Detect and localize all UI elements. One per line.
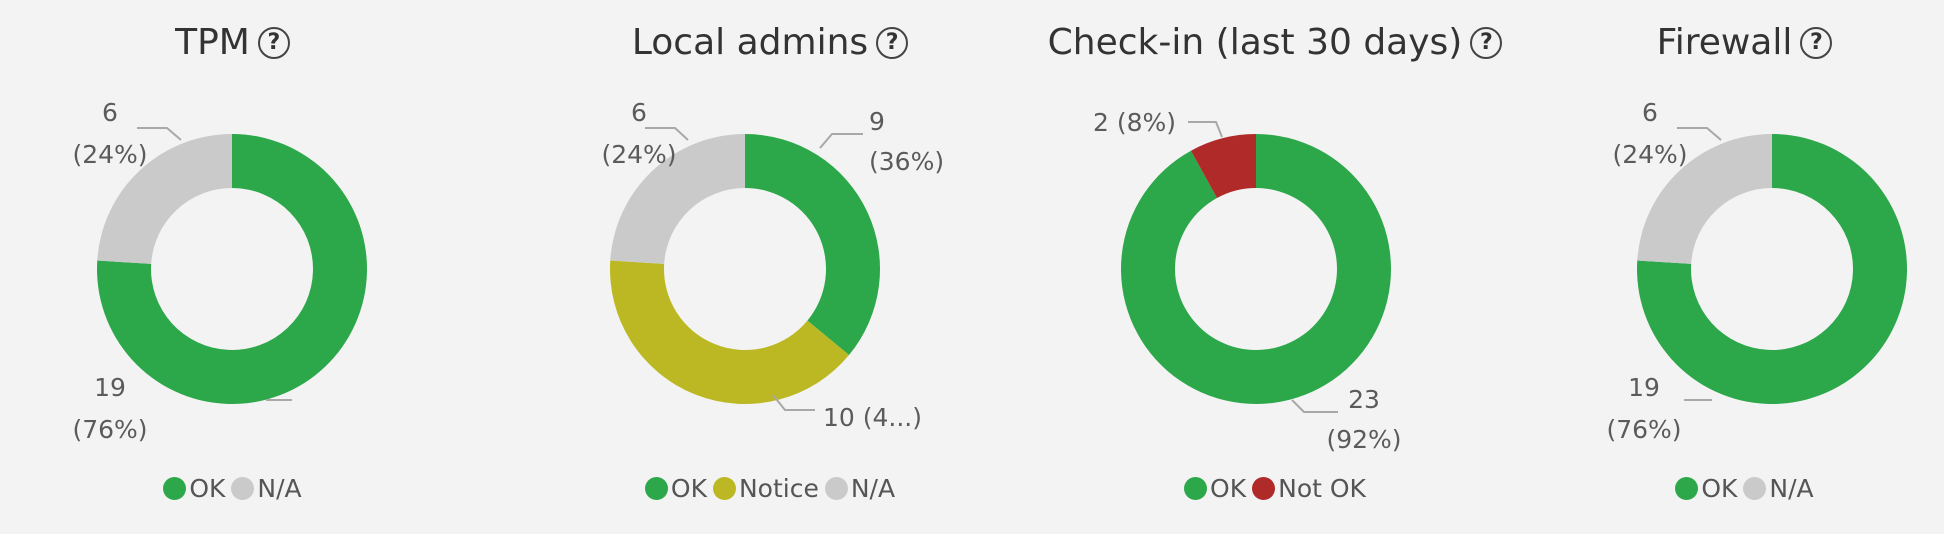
donut-slice-n-a[interactable] [610,134,745,264]
data-label-n-a: 6 (24%) [1612,98,1687,169]
donut-slice-ok[interactable] [745,134,880,356]
label-leader-line [1677,127,1722,141]
donut-slice-notice[interactable] [610,260,850,404]
donut-chart: 9 (36%) 10 (4...) 6 (24%) [601,98,944,432]
donut-slice-ok[interactable] [1637,134,1907,405]
legend-item-not-ok[interactable]: Not OK [1252,474,1366,503]
donut-slice-n-a[interactable] [97,134,232,264]
legend-item-n-a[interactable]: N/A [824,474,896,503]
label-leader-line [137,127,182,141]
question-circle-icon[interactable]: ? [1800,26,1833,59]
legend-label: OK [1701,474,1738,503]
chart-title: Local admins [631,22,869,63]
chart-legend: OK N/A [0,474,465,503]
data-label-ok: 19 (76%) [1606,373,1681,444]
legend-swatch-icon [1184,477,1208,500]
legend-swatch-icon [824,477,848,500]
legend-item-ok[interactable]: OK [163,474,225,503]
donut-chart: 23 (92%) 2 (8%) [1093,108,1402,454]
legend-item-notice[interactable]: Notice [712,474,819,503]
donut-chart: 19 (76%) 6 (24%) [1606,98,1907,444]
legend-label: OK [670,474,707,503]
legend-label: OK [1210,474,1247,503]
data-label-ok: 19 (76%) [72,373,147,444]
legend-item-ok[interactable]: OK [1184,474,1246,503]
legend-swatch-icon [1743,477,1767,500]
chart-legend: OK Not OK [1030,474,1520,503]
chart-title: Check-in (last 30 days) [1047,22,1463,63]
chart-title: TPM [175,22,250,63]
legend-item-n-a[interactable]: N/A [1743,474,1814,503]
data-label-ok: 9 (36%) [869,107,944,176]
legend-swatch-icon [644,477,668,500]
legend-swatch-icon [163,477,187,500]
chart-panel-check-in-last-30-days: Check-in (last 30 days)? 23 (92%) 2 (8%) OK N… [1030,0,1520,534]
donut-chart: 19 (76%) 6 (24%) [72,98,368,444]
data-label-notice: 10 (4...) [823,403,922,432]
legend-label: N/A [257,474,302,503]
chart-title: Firewall [1656,22,1793,63]
label-leader-line [645,127,689,141]
legend-swatch-icon [231,477,255,500]
chart-legend: OK Notice N/A [520,474,1020,503]
legend-label: Not OK [1278,474,1366,503]
data-label-not-ok: 2 (8%) [1093,108,1176,137]
legend-label: OK [189,474,226,503]
chart-panel-firewall: Firewall? 19 (76%) 6 (24%) OK N/A [1545,0,1944,534]
legend-item-ok[interactable]: OK [644,474,707,503]
data-label-ok: 23 (92%) [1326,385,1401,454]
label-leader-line [1291,399,1338,413]
legend-label: N/A [850,474,896,503]
legend-item-ok[interactable]: OK [1675,474,1737,503]
legend-label: Notice [738,474,819,503]
chart-legend: OK N/A [1545,474,1944,503]
legend-item-n-a[interactable]: N/A [231,474,302,503]
legend-label: N/A [1769,474,1814,503]
chart-panel-tpm: TPM? 19 (76%) 6 (24%) OK N/A [0,0,465,534]
chart-title-row: Local admins? [520,22,1020,63]
data-label-n-a: 6 (24%) [601,98,676,169]
question-circle-icon[interactable]: ? [876,26,909,59]
donut-slice-ok[interactable] [96,134,368,405]
chart-title-row: Check-in (last 30 days)? [1030,22,1520,63]
question-circle-icon[interactable]: ? [1470,26,1503,59]
legend-swatch-icon [712,477,736,500]
data-label-n-a: 6 (24%) [72,98,147,169]
donut-slice-ok[interactable] [1121,134,1391,404]
question-circle-icon[interactable]: ? [257,26,290,59]
donut-slice-n-a[interactable] [1637,134,1772,264]
label-leader-line [1188,121,1223,138]
donut-slice-not-ok[interactable] [1190,134,1256,199]
chart-title-row: TPM? [0,22,465,63]
chart-title-row: Firewall? [1545,22,1944,63]
chart-panel-local-admins: Local admins? 9 (36%) 10 (4...) 6 (24%) OK Noti… [520,0,1020,534]
label-leader-line [772,394,815,411]
label-leader-line [819,133,863,149]
legend-swatch-icon [1675,477,1699,500]
legend-swatch-icon [1252,477,1276,500]
